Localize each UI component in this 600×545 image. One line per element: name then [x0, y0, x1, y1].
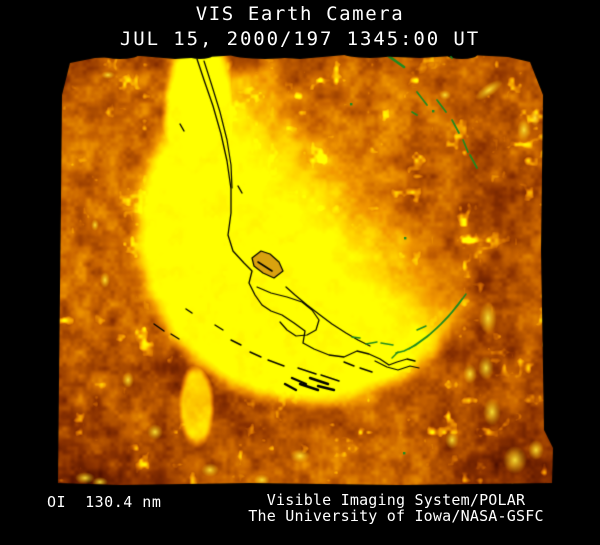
- credit-line-1: Visible Imaging System/POLAR: [266, 491, 526, 509]
- wavelength-label: OI 130.4 nm: [47, 493, 162, 511]
- image-title: VIS Earth Camera: [195, 3, 405, 25]
- image-datetime: JUL 15, 2000/197 1345:00 UT: [119, 28, 481, 50]
- credit-block: Visible Imaging System/POLAR The Univers…: [246, 491, 546, 525]
- credit-line-2: The University of Iowa/NASA-GSFC: [248, 506, 544, 525]
